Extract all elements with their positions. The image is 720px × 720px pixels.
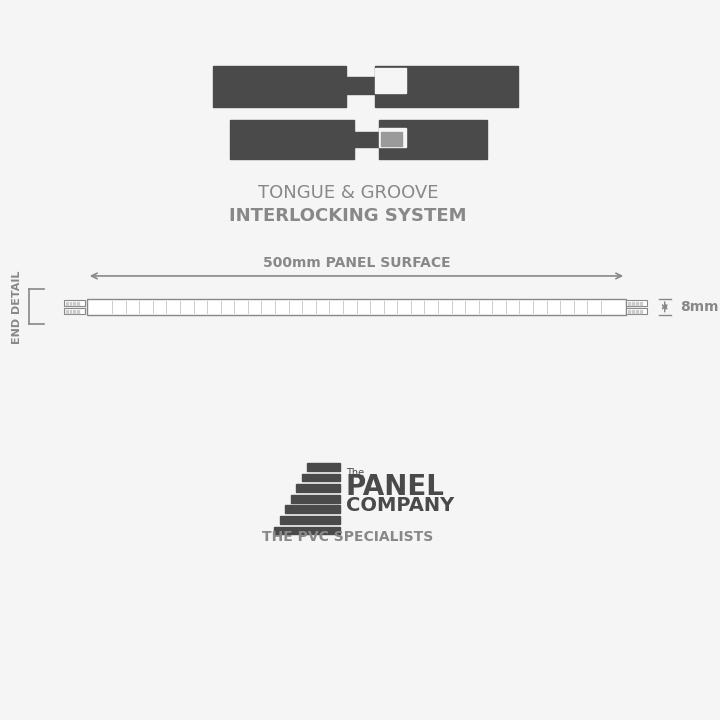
Bar [212, 66, 346, 107]
Bar [66, 302, 68, 305]
Bar [346, 77, 375, 94]
Bar [628, 310, 630, 312]
Bar [354, 132, 379, 148]
Text: THE PVC SPECIALISTS: THE PVC SPECIALISTS [262, 530, 433, 544]
Bar [302, 474, 340, 481]
Text: COMPANY: COMPANY [346, 496, 454, 516]
Bar [636, 302, 638, 305]
Bar [628, 302, 630, 305]
Text: PANEL: PANEL [346, 472, 445, 500]
Bar [375, 68, 406, 94]
Bar [77, 302, 79, 305]
Bar [379, 120, 487, 159]
Bar [379, 128, 406, 148]
Bar [375, 66, 518, 107]
Bar [297, 484, 340, 492]
Bar [230, 120, 354, 159]
Bar [77, 310, 79, 312]
Bar [285, 505, 340, 513]
Bar [73, 302, 76, 305]
Bar [66, 310, 68, 312]
Bar [64, 300, 85, 306]
Bar [70, 302, 71, 305]
Text: 500mm PANEL SURFACE: 500mm PANEL SURFACE [263, 256, 450, 270]
Bar [291, 495, 340, 503]
Bar [381, 132, 402, 145]
Text: END DETAIL: END DETAIL [12, 270, 22, 343]
Bar [626, 308, 647, 314]
Bar [639, 302, 642, 305]
Bar [639, 310, 642, 312]
Bar [636, 310, 638, 312]
Bar [274, 526, 340, 534]
Bar [632, 302, 634, 305]
Text: The: The [346, 468, 364, 478]
Bar [73, 310, 76, 312]
Bar [70, 310, 71, 312]
Text: INTERLOCKING SYSTEM: INTERLOCKING SYSTEM [229, 207, 467, 225]
Bar [626, 300, 647, 306]
Bar [64, 308, 85, 314]
Bar [632, 310, 634, 312]
Bar [307, 463, 340, 471]
Text: TONGUE & GROOVE: TONGUE & GROOVE [258, 184, 438, 202]
Bar [280, 516, 340, 523]
Bar [87, 299, 626, 315]
Text: 8mm: 8mm [680, 300, 719, 314]
